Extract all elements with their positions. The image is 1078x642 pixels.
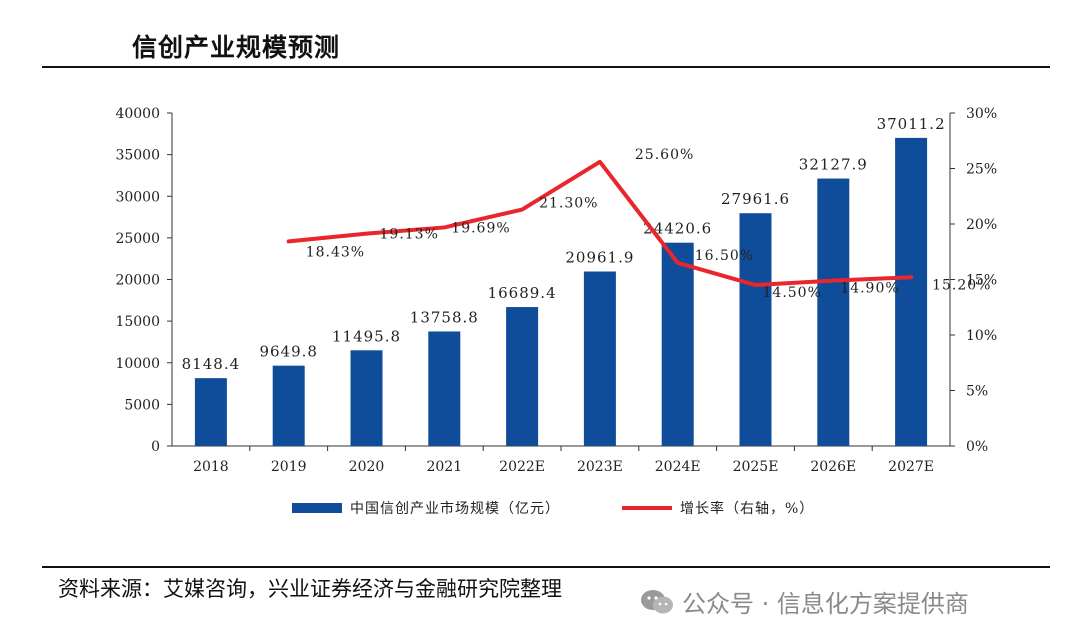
growth-value-label: 21.30% [539, 196, 598, 212]
legend-line-label: 增长率（右轴，%） [680, 500, 814, 517]
bar-value-label: 9649.8 [259, 343, 318, 361]
left-tick-label: 40000 [115, 106, 160, 122]
watermark: 公众号 · 信息化方案提供商 [640, 584, 969, 619]
growth-value-label: 19.13% [380, 227, 439, 243]
wechat-icon [641, 589, 673, 613]
source-note: 资料来源：艾媒咨询，兴业证券经济与金融研究院整理 [58, 577, 562, 601]
x-tick-label: 2026E [810, 459, 856, 475]
bar-value-label: 13758.8 [410, 308, 479, 326]
bar [272, 365, 305, 446]
bar [817, 178, 850, 447]
source-rule [42, 566, 1050, 568]
title-rule [42, 66, 1050, 68]
x-tick-label: 2025E [733, 459, 779, 475]
growth-value-label: 18.43% [306, 244, 365, 260]
left-tick-label: 10000 [115, 356, 160, 372]
left-tick-label: 35000 [115, 148, 160, 164]
x-tick-label: 2021 [426, 459, 462, 475]
growth-value-label: 19.69% [451, 220, 510, 236]
bar-value-label: 16689.4 [488, 284, 557, 302]
left-tick-label: 30000 [115, 189, 160, 205]
growth-value-label: 25.60% [635, 147, 694, 163]
x-tick-label: 2024E [655, 459, 701, 475]
x-tick-label: 2019 [271, 459, 307, 475]
bar-value-label: 24420.6 [643, 220, 712, 238]
growth-value-label: 14.90% [840, 281, 899, 297]
right-tick-label: 30% [966, 106, 997, 122]
bar [506, 307, 539, 446]
bar [895, 137, 928, 446]
legend-bar-swatch [292, 503, 342, 513]
x-tick-label: 2023E [577, 459, 623, 475]
right-tick-label: 10% [966, 328, 997, 344]
right-tick-label: 20% [966, 217, 997, 233]
bar [661, 242, 694, 446]
bar [583, 271, 616, 446]
left-tick-label: 0 [151, 439, 160, 455]
x-tick-label: 2027E [888, 459, 934, 475]
chart: 0 5000 10000 15000 20000 25000 30000 35000 40000… [115, 106, 997, 517]
right-tick-label: 15% [966, 273, 997, 289]
watermark-text: 公众号 · 信息化方案提供商 [682, 590, 969, 618]
bar [194, 378, 227, 446]
bar [739, 213, 772, 446]
bar-value-label: 27961.6 [721, 190, 790, 208]
x-tick-label: 2018 [193, 459, 229, 475]
bar [428, 331, 461, 446]
right-tick-label: 25% [966, 162, 997, 178]
bar-value-label: 8148.4 [182, 355, 241, 373]
x-tick-label: 2022E [499, 459, 545, 475]
bar-value-label: 37011.2 [877, 115, 946, 133]
left-tick-label: 15000 [115, 314, 160, 330]
growth-value-label: 14.50% [763, 285, 822, 301]
growth-value-label: 15.20% [932, 277, 991, 293]
left-tick-label: 5000 [124, 397, 160, 413]
left-tick-label: 20000 [115, 273, 160, 289]
page-title: 信创产业规模预测 [132, 33, 341, 62]
left-tick-label: 25000 [115, 231, 160, 247]
bar-value-label: 20961.9 [565, 248, 634, 266]
growth-value-label: 16.50% [695, 248, 754, 264]
right-tick-label: 5% [966, 384, 988, 400]
bar [350, 350, 383, 446]
growth-line [286, 159, 914, 288]
bar-value-label: 11495.8 [332, 327, 401, 345]
right-tick-label: 0% [966, 439, 988, 455]
x-tick-label: 2020 [349, 459, 385, 475]
legend-bar-label: 中国信创产业市场规模（亿元） [350, 500, 560, 517]
bar-value-label: 32127.9 [799, 156, 868, 174]
